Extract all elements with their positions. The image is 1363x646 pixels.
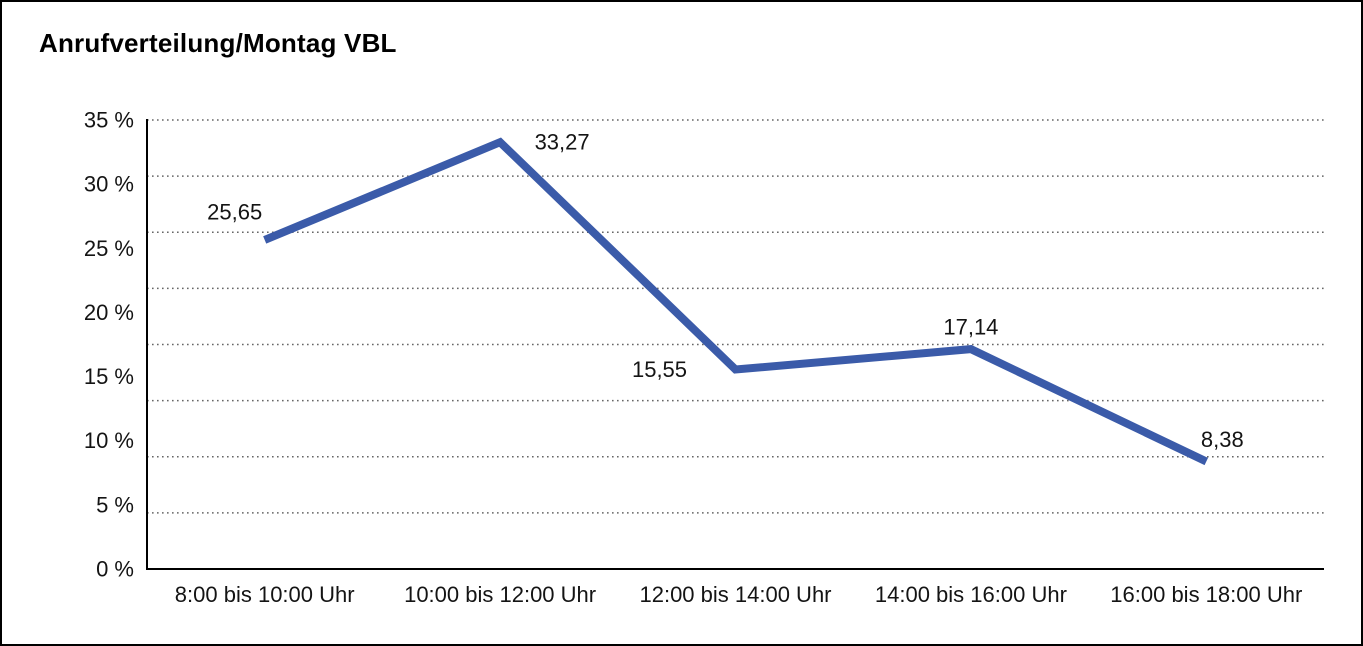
x-category-label: 16:00 bis 18:00 Uhr xyxy=(1110,582,1302,607)
data-series xyxy=(263,137,1209,466)
x-category-label: 14:00 bis 16:00 Uhr xyxy=(875,582,1067,607)
y-tick-label: 5 % xyxy=(96,492,134,517)
x-axis-labels: 8:00 bis 10:00 Uhr 10:00 bis 12:00 Uhr 12:… xyxy=(175,582,1303,607)
x-category-label: 12:00 bis 14:00 Uhr xyxy=(639,582,831,607)
gridlines xyxy=(147,119,1324,514)
chart-title: Anrufverteilung/Montag VBL xyxy=(39,28,397,58)
series-line xyxy=(263,137,1209,466)
value-label: 17,14 xyxy=(943,315,998,340)
y-tick-label: 20 % xyxy=(84,300,134,325)
y-tick-label: 0 % xyxy=(96,557,134,582)
y-tick-label: 25 % xyxy=(84,236,134,261)
value-label: 25,65 xyxy=(207,199,262,224)
y-tick-label: 35 % xyxy=(84,108,134,133)
y-axis-labels: 35 % 30 % 25 % 20 % 15 % 10 % 5 % 0 % xyxy=(84,108,134,582)
y-tick-label: 10 % xyxy=(84,428,134,453)
y-tick-label: 30 % xyxy=(84,172,134,197)
y-tick-label: 15 % xyxy=(84,364,134,389)
value-label: 8,38 xyxy=(1201,427,1244,452)
value-label: 15,55 xyxy=(632,357,687,382)
data-labels: 25,65 33,27 15,55 17,14 8,38 xyxy=(207,130,1244,452)
value-label: 33,27 xyxy=(535,130,590,155)
x-category-label: 8:00 bis 10:00 Uhr xyxy=(175,582,355,607)
axes xyxy=(146,119,1324,570)
x-category-label: 10:00 bis 12:00 Uhr xyxy=(404,582,596,607)
